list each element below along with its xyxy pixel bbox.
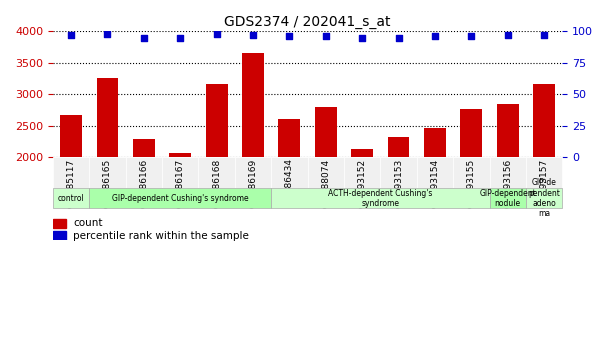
Bar	[278, 119, 300, 282]
FancyBboxPatch shape	[53, 188, 89, 208]
Bar	[460, 109, 482, 282]
Text: ACTH-dependent Cushing's
syndrome: ACTH-dependent Cushing's syndrome	[328, 189, 432, 208]
FancyBboxPatch shape	[526, 188, 562, 208]
Bar	[533, 84, 555, 282]
Bar	[97, 78, 119, 282]
Bar	[351, 149, 373, 282]
Bar	[388, 137, 409, 282]
Point	[285, 34, 294, 39]
Text: GIP-dependent
nodule: GIP-dependent nodule	[479, 189, 536, 208]
FancyBboxPatch shape	[344, 157, 381, 188]
Point	[212, 31, 221, 37]
Text: GSM93153: GSM93153	[394, 158, 403, 208]
Point	[358, 35, 367, 40]
Bar	[497, 104, 519, 282]
Text: GSM85117: GSM85117	[66, 158, 75, 208]
Bar	[133, 139, 154, 282]
FancyBboxPatch shape	[271, 188, 489, 208]
Bar	[206, 84, 227, 282]
Text: count: count	[73, 218, 103, 228]
Point	[139, 35, 149, 40]
Text: GSM93155: GSM93155	[467, 158, 476, 208]
FancyBboxPatch shape	[89, 157, 126, 188]
Text: GSM93156: GSM93156	[503, 158, 512, 208]
FancyBboxPatch shape	[162, 157, 198, 188]
Point	[103, 31, 112, 37]
FancyBboxPatch shape	[198, 157, 235, 188]
Bar	[53, 219, 66, 228]
FancyBboxPatch shape	[89, 188, 271, 208]
Text: GSM93157: GSM93157	[539, 158, 548, 208]
FancyBboxPatch shape	[271, 157, 308, 188]
Point	[175, 35, 185, 40]
FancyBboxPatch shape	[381, 157, 416, 188]
FancyBboxPatch shape	[308, 157, 344, 188]
Text: GSM86166: GSM86166	[139, 158, 148, 208]
Point	[393, 35, 403, 40]
Bar	[242, 53, 264, 282]
FancyBboxPatch shape	[489, 188, 526, 208]
Text: control: control	[58, 194, 85, 203]
Text: GSM86167: GSM86167	[176, 158, 185, 208]
Point	[321, 34, 331, 39]
Title: GDS2374 / 202041_s_at: GDS2374 / 202041_s_at	[224, 15, 391, 29]
Point	[430, 34, 440, 39]
FancyBboxPatch shape	[53, 157, 89, 188]
Text: GIP-de
pendent
adeno
ma: GIP-de pendent adeno ma	[528, 178, 560, 218]
Text: GSM86168: GSM86168	[212, 158, 221, 208]
Bar	[53, 231, 66, 240]
Text: GSM88074: GSM88074	[321, 158, 330, 208]
FancyBboxPatch shape	[453, 157, 489, 188]
Point	[248, 32, 258, 38]
Point	[466, 34, 476, 39]
FancyBboxPatch shape	[416, 157, 453, 188]
Text: GSM93154: GSM93154	[430, 158, 440, 208]
Text: GSM86165: GSM86165	[103, 158, 112, 208]
Bar	[60, 115, 82, 282]
Point	[66, 32, 76, 38]
Bar	[169, 153, 191, 282]
FancyBboxPatch shape	[235, 157, 271, 188]
Text: GIP-dependent Cushing's syndrome: GIP-dependent Cushing's syndrome	[112, 194, 249, 203]
Text: GSM86169: GSM86169	[249, 158, 257, 208]
Text: percentile rank within the sample: percentile rank within the sample	[73, 231, 249, 241]
Bar	[315, 107, 337, 282]
Point	[503, 32, 513, 38]
Text: GSM93152: GSM93152	[358, 158, 367, 208]
Text: GSM86434: GSM86434	[285, 158, 294, 207]
Bar	[424, 128, 446, 282]
FancyBboxPatch shape	[489, 157, 526, 188]
Point	[539, 32, 549, 38]
FancyBboxPatch shape	[126, 157, 162, 188]
FancyBboxPatch shape	[526, 157, 562, 188]
